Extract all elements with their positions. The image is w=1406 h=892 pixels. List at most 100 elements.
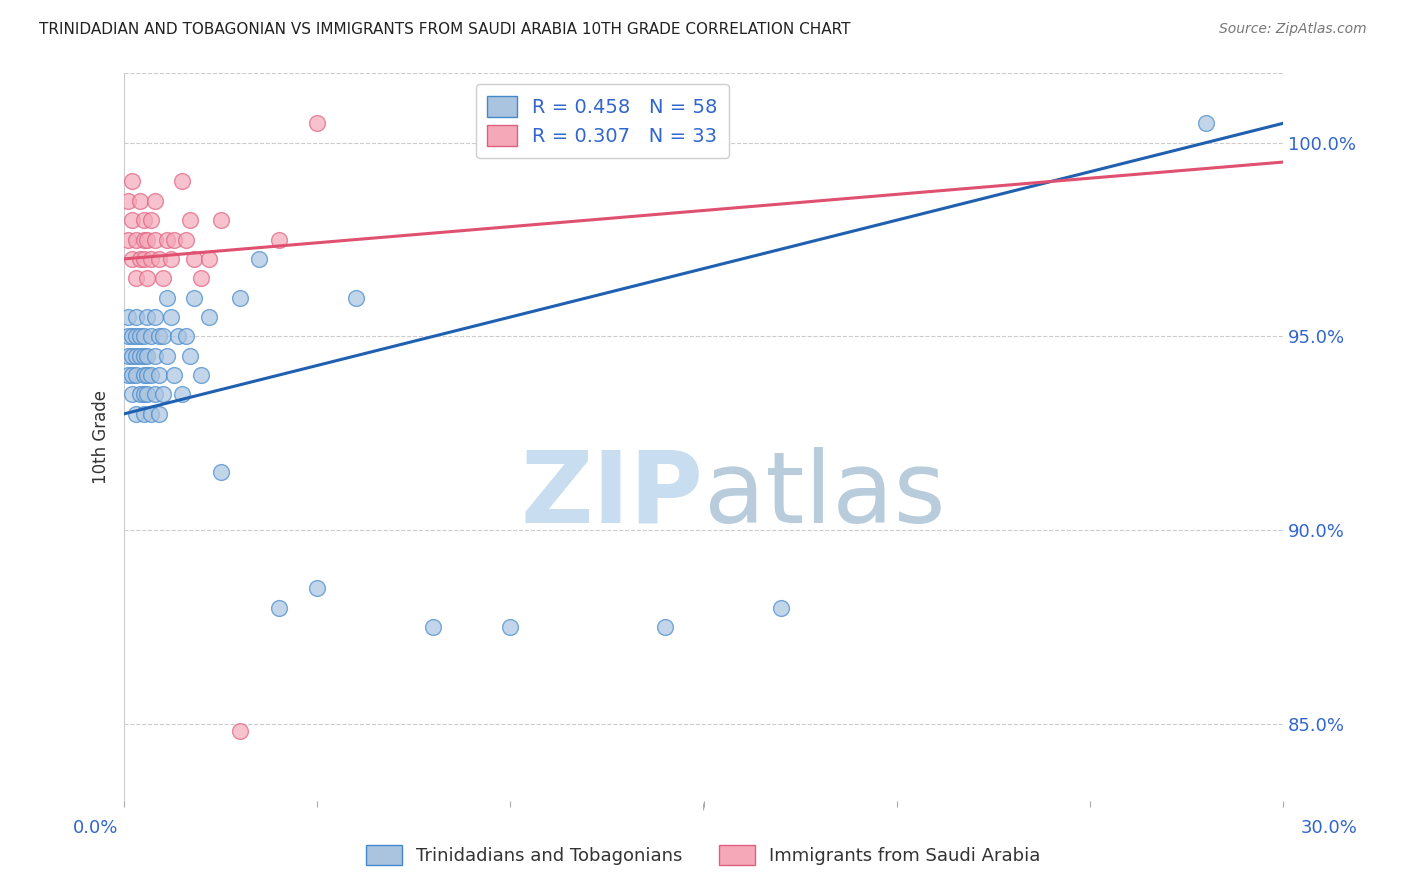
Point — [132, 349, 155, 363]
Point — [190, 368, 212, 383]
Point — [344, 291, 367, 305]
Point — [183, 291, 205, 305]
Point — [132, 329, 155, 343]
Point — [1195, 116, 1218, 130]
Point — [132, 213, 155, 227]
Point — [117, 233, 139, 247]
Point — [148, 407, 170, 421]
Point — [499, 620, 522, 634]
Point — [172, 174, 194, 188]
Point — [125, 271, 148, 285]
Point — [121, 329, 143, 343]
Point — [121, 213, 143, 227]
Point — [121, 174, 143, 188]
Point — [152, 271, 174, 285]
Point — [174, 329, 197, 343]
Point — [156, 291, 179, 305]
Point — [121, 387, 143, 401]
Point — [159, 310, 181, 324]
Point — [125, 349, 148, 363]
Point — [121, 349, 143, 363]
Point — [159, 252, 181, 266]
Point — [125, 407, 148, 421]
Point — [117, 329, 139, 343]
Point — [136, 271, 159, 285]
Text: 30.0%: 30.0% — [1301, 819, 1357, 837]
Point — [132, 387, 155, 401]
Point — [156, 233, 179, 247]
Point — [190, 271, 212, 285]
Point — [229, 291, 252, 305]
Point — [167, 329, 190, 343]
Point — [132, 368, 155, 383]
Point — [128, 329, 150, 343]
Point — [128, 252, 150, 266]
Point — [209, 213, 232, 227]
Point — [198, 310, 221, 324]
Point — [136, 310, 159, 324]
Y-axis label: 10th Grade: 10th Grade — [93, 390, 110, 484]
Point — [132, 252, 155, 266]
Point — [136, 368, 159, 383]
Text: 0.0%: 0.0% — [73, 819, 118, 837]
Point — [156, 349, 179, 363]
Point — [141, 368, 163, 383]
Point — [422, 620, 444, 634]
Text: Source: ZipAtlas.com: Source: ZipAtlas.com — [1219, 22, 1367, 37]
Point — [267, 233, 290, 247]
Point — [198, 252, 221, 266]
Point — [654, 620, 676, 634]
Text: atlas: atlas — [703, 447, 945, 544]
Point — [136, 387, 159, 401]
Point — [132, 407, 155, 421]
Point — [128, 387, 150, 401]
Point — [143, 194, 166, 208]
Point — [307, 116, 329, 130]
Point — [125, 233, 148, 247]
Point — [143, 233, 166, 247]
Point — [141, 407, 163, 421]
Point — [136, 349, 159, 363]
Point — [125, 329, 148, 343]
Point — [769, 600, 792, 615]
Point — [143, 387, 166, 401]
Point — [307, 581, 329, 595]
Point — [128, 194, 150, 208]
Point — [141, 329, 163, 343]
Point — [183, 252, 205, 266]
Point — [209, 465, 232, 479]
Point — [141, 213, 163, 227]
Point — [174, 233, 197, 247]
Point — [163, 368, 186, 383]
Point — [179, 349, 201, 363]
Point — [152, 329, 174, 343]
Point — [117, 368, 139, 383]
Legend: R = 0.458   N = 58, R = 0.307   N = 33: R = 0.458 N = 58, R = 0.307 N = 33 — [475, 84, 730, 158]
Point — [148, 252, 170, 266]
Point — [128, 349, 150, 363]
Point — [267, 600, 290, 615]
Point — [117, 194, 139, 208]
Point — [229, 724, 252, 739]
Point — [152, 387, 174, 401]
Point — [143, 349, 166, 363]
Point — [125, 368, 148, 383]
Point — [125, 310, 148, 324]
Text: TRINIDADIAN AND TOBAGONIAN VS IMMIGRANTS FROM SAUDI ARABIA 10TH GRADE CORRELATIO: TRINIDADIAN AND TOBAGONIAN VS IMMIGRANTS… — [39, 22, 851, 37]
Point — [132, 233, 155, 247]
Text: ZIP: ZIP — [520, 447, 703, 544]
Point — [148, 329, 170, 343]
Point — [172, 387, 194, 401]
Point — [179, 213, 201, 227]
Point — [136, 233, 159, 247]
Legend: Trinidadians and Tobagonians, Immigrants from Saudi Arabia: Trinidadians and Tobagonians, Immigrants… — [359, 838, 1047, 872]
Point — [121, 368, 143, 383]
Point — [117, 310, 139, 324]
Point — [117, 349, 139, 363]
Point — [163, 233, 186, 247]
Point — [121, 252, 143, 266]
Point — [143, 310, 166, 324]
Point — [148, 368, 170, 383]
Point — [141, 252, 163, 266]
Point — [249, 252, 271, 266]
